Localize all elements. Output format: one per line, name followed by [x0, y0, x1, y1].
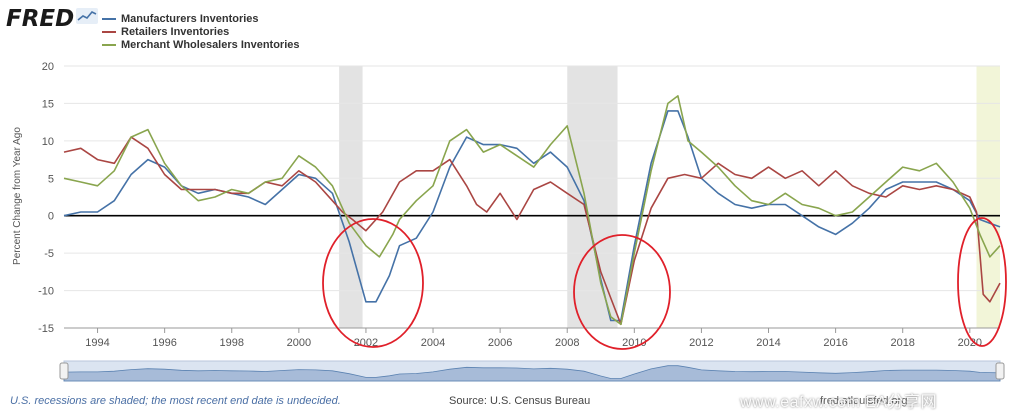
legend-label-retailers: Retailers Inventories: [121, 25, 230, 38]
legend-label-manufacturers: Manufacturers Inventories: [121, 12, 259, 25]
legend-item-wholesalers[interactable]: Merchant Wholesalers Inventories: [102, 38, 300, 51]
navigator-series-area: [63, 365, 1001, 382]
fred-site-link[interactable]: fred.stlouisfed.org: [820, 395, 908, 407]
recession-band-3: [976, 66, 1000, 328]
x-tick-label: 2002: [354, 337, 378, 349]
x-tick-label: 2006: [488, 337, 512, 349]
series-line-wholesalers[interactable]: [63, 95, 1001, 326]
x-tick-label: 2020: [958, 337, 982, 349]
legend-item-retailers[interactable]: Retailers Inventories: [102, 25, 229, 38]
watermark-text: www.eafxw.com EA分享网: [740, 394, 938, 411]
x-tick-label: 1996: [152, 337, 176, 349]
x-tick-label: 1994: [85, 337, 109, 349]
legend-item-manufacturers[interactable]: Manufacturers Inventories: [102, 12, 259, 25]
recession-footnote: U.S. recessions are shaded; the most rec…: [10, 395, 341, 407]
recession-bands: [339, 66, 1000, 328]
x-tick-label: 2008: [555, 337, 579, 349]
range-navigator[interactable]: [59, 360, 1005, 382]
annotation-circles: [322, 217, 1007, 350]
x-tick-label: 2000: [287, 337, 311, 349]
fred-logo[interactable]: FRED: [6, 6, 75, 32]
x-tick-label: 2016: [823, 337, 847, 349]
x-tick-label: 2010: [622, 337, 646, 349]
x-tick-label: 2012: [689, 337, 713, 349]
series-lines: [63, 95, 1001, 326]
chart-header: FRED Manufacturers Inventories Retailers…: [0, 0, 1012, 58]
recession-band-2: [567, 66, 618, 328]
x-tick-label: 1998: [219, 337, 243, 349]
recession-band-1: [339, 66, 363, 328]
legend-swatch-retailers: [102, 30, 116, 33]
annotation-circle-2: [573, 234, 671, 350]
y-tick-label: -5: [44, 248, 54, 260]
y-axis-label: Percent Change from Year Ago: [12, 127, 23, 265]
source-text: Source: U.S. Census Bureau: [449, 395, 591, 407]
annotation-circle-3: [957, 217, 1007, 347]
navigator-handle-left[interactable]: [59, 362, 69, 380]
x-tick-label: 2014: [756, 337, 780, 349]
navigator-handle-right[interactable]: [995, 362, 1005, 380]
fred-logo-chart-icon: [76, 8, 98, 24]
y-tick-label: 10: [42, 136, 54, 148]
y-tick-label: 20: [42, 61, 54, 73]
legend-swatch-wholesalers: [102, 43, 116, 46]
y-tick-label: -15: [38, 323, 54, 335]
grid-lines: [64, 65, 1000, 329]
axes: 20 15 10 5 0 -5 -10 -15 1994 1996 1998 2000 2002 2004…: [38, 61, 1000, 349]
legend-swatch-manufacturers: [102, 17, 116, 20]
annotation-circle-1: [322, 218, 424, 348]
line-chart: 20 15 10 5 0 -5 -10 -15 1994 1996 1998 2000 2002 2004…: [12, 61, 1007, 382]
x-tick-label: 2018: [890, 337, 914, 349]
series-line-retailers[interactable]: [63, 136, 1001, 326]
legend-label-wholesalers: Merchant Wholesalers Inventories: [121, 38, 300, 51]
x-tick-label: 2004: [421, 337, 445, 349]
y-tick-label: 15: [42, 98, 54, 110]
y-tick-label: -10: [38, 286, 54, 298]
y-tick-label: 5: [48, 173, 54, 185]
y-tick-label: 0: [48, 211, 54, 223]
